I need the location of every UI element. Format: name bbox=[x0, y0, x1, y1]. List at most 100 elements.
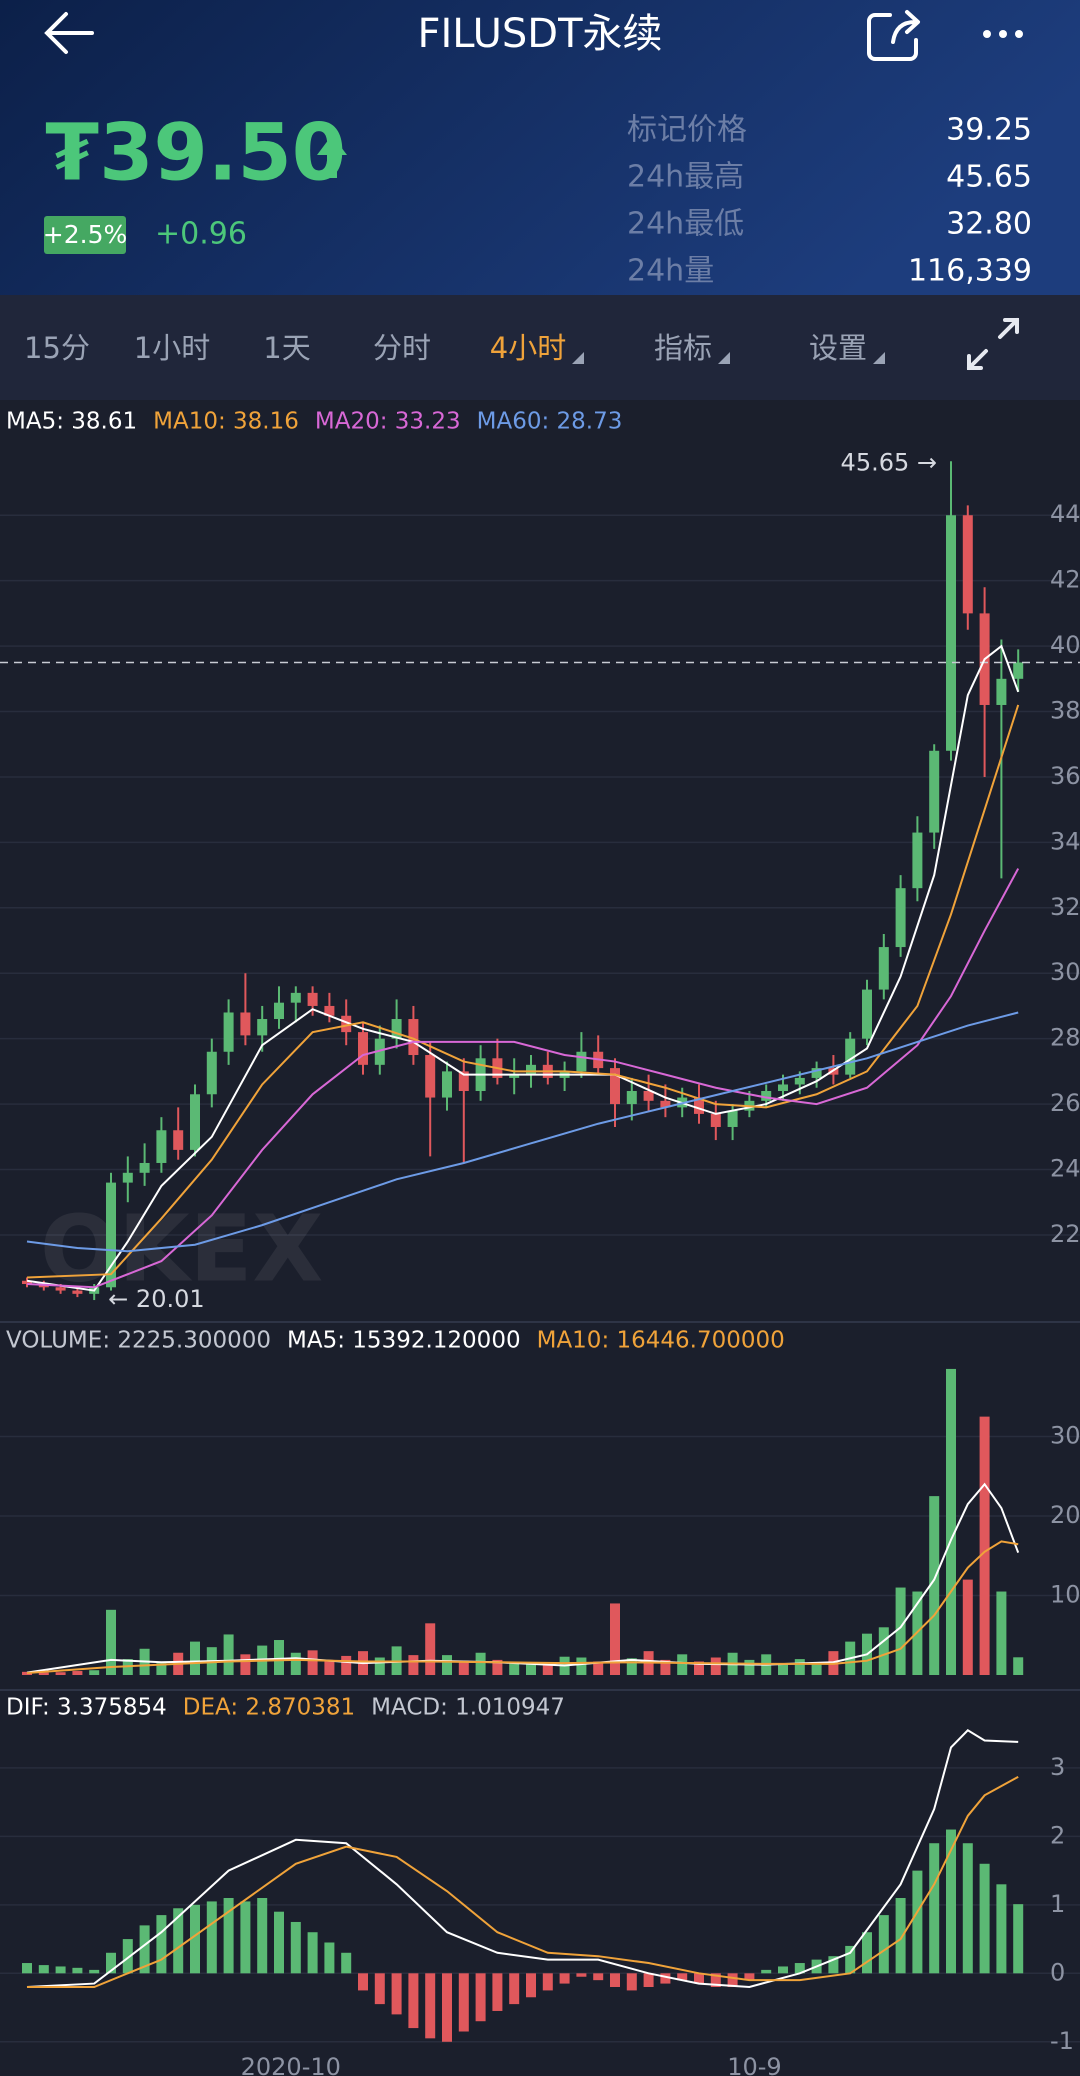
ma-line bbox=[26, 1540, 1019, 1675]
volume-bar bbox=[38, 1672, 49, 1675]
candle-body bbox=[845, 1038, 856, 1075]
macd-bar bbox=[979, 1863, 990, 1974]
macd-bar bbox=[912, 1870, 923, 1974]
candle-body bbox=[139, 1162, 150, 1173]
y-tick-label: 1 bbox=[1050, 1890, 1065, 1918]
legend-entry: MA5: 38.61 bbox=[6, 409, 137, 435]
ma-line bbox=[26, 644, 1020, 1292]
volume-bar bbox=[895, 1587, 906, 1675]
stat-label: 标记价格 bbox=[627, 113, 747, 148]
tab[interactable]: 1天 bbox=[263, 331, 310, 365]
x-tick-label: 10-9 bbox=[727, 2053, 781, 2076]
candle-body bbox=[526, 1064, 536, 1075]
candle-body bbox=[778, 1084, 788, 1092]
macd-bar bbox=[862, 1932, 872, 1974]
tab[interactable]: 指标 bbox=[654, 331, 712, 365]
volume-bar bbox=[710, 1657, 721, 1675]
macd-bar bbox=[643, 1973, 654, 1987]
fullscreen-button[interactable] bbox=[967, 318, 1019, 370]
back-button[interactable] bbox=[44, 12, 94, 54]
volume-bar bbox=[677, 1654, 688, 1675]
y-tick-label: 44 bbox=[1050, 500, 1080, 528]
macd-bar bbox=[761, 1969, 772, 1974]
ma-line bbox=[26, 1729, 1019, 1989]
change-badge bbox=[44, 216, 126, 254]
candle-body bbox=[962, 515, 973, 614]
legend-entry: DIF: 3.375854 bbox=[6, 1695, 167, 1721]
candle-body bbox=[794, 1077, 805, 1085]
tab[interactable]: 15分 bbox=[24, 331, 90, 365]
candle-body bbox=[324, 1005, 335, 1016]
macd-bar bbox=[845, 1945, 856, 1974]
legend-entry: VOLUME: 2225.300000 bbox=[6, 1328, 271, 1354]
macd-bar bbox=[1013, 1904, 1024, 1974]
macd-bar bbox=[475, 1973, 486, 2022]
candle-body bbox=[895, 888, 906, 948]
macd-bar bbox=[442, 1973, 452, 2042]
volume-bar bbox=[274, 1640, 284, 1675]
volume-bar bbox=[190, 1641, 200, 1675]
volume-bar bbox=[156, 1663, 167, 1675]
macd-bar bbox=[660, 1973, 671, 1984]
stat-label: 24h最低 bbox=[627, 207, 744, 242]
volume-bar bbox=[374, 1657, 385, 1675]
macd-bar bbox=[576, 1973, 587, 1977]
macd-bar bbox=[559, 1973, 570, 1984]
macd-bar bbox=[274, 1911, 284, 1974]
legend-entry: MA5: 15392.120000 bbox=[287, 1328, 521, 1354]
legend-entry: MA10: 38.16 bbox=[153, 409, 299, 435]
y-tick-label: 0 bbox=[1050, 1958, 1065, 1986]
volume-bar bbox=[408, 1655, 419, 1675]
macd-bar bbox=[374, 1973, 385, 2005]
macd-bar bbox=[694, 1973, 704, 1984]
share-button[interactable] bbox=[867, 10, 920, 61]
macd-bar bbox=[106, 1952, 116, 1974]
macd-bar bbox=[173, 1908, 184, 1974]
candle-body bbox=[929, 750, 940, 833]
volume-bar bbox=[660, 1659, 671, 1675]
macd-bar bbox=[962, 1843, 973, 1974]
volume-bar bbox=[290, 1652, 301, 1675]
ma-line bbox=[26, 1011, 1019, 1253]
y-tick-label: 24 bbox=[1050, 1155, 1080, 1183]
volume-bar bbox=[240, 1654, 251, 1675]
tab[interactable]: 1小时 bbox=[134, 331, 210, 365]
tab[interactable]: 4小时 bbox=[490, 331, 566, 365]
volume-bar bbox=[324, 1659, 335, 1675]
candle-body bbox=[240, 1012, 251, 1036]
candle-body bbox=[274, 1002, 284, 1020]
candle-body bbox=[341, 1015, 352, 1033]
macd-bar bbox=[72, 1967, 83, 1974]
y-tick-label: 22 bbox=[1050, 1220, 1080, 1248]
more-button[interactable] bbox=[983, 30, 1023, 38]
tab[interactable]: 分时 bbox=[373, 331, 431, 365]
candle-body bbox=[1013, 662, 1024, 679]
candle-body bbox=[710, 1113, 721, 1127]
ma-line bbox=[26, 868, 1020, 1289]
macd-bar bbox=[156, 1915, 167, 1974]
macd-bar bbox=[727, 1973, 738, 1987]
tab[interactable]: 设置 bbox=[809, 331, 867, 365]
candle-body bbox=[190, 1094, 200, 1150]
stat-label: 24h最高 bbox=[627, 160, 744, 195]
y-tick-label: 28 bbox=[1050, 1024, 1080, 1052]
y-tick-label: 32 bbox=[1050, 893, 1080, 921]
annotation: 45.65 → bbox=[841, 448, 937, 476]
volume-bar bbox=[946, 1368, 956, 1675]
change-percent: +2.5% bbox=[43, 220, 127, 249]
up-arrow bbox=[317, 135, 347, 178]
volume-bar bbox=[223, 1634, 234, 1675]
macd-bar bbox=[391, 1973, 402, 2015]
candle-body bbox=[509, 1074, 520, 1078]
y-tick-label: 34 bbox=[1050, 827, 1080, 855]
macd-bar bbox=[223, 1898, 234, 1974]
volume-bar bbox=[72, 1671, 83, 1675]
stat-label: 24h量 bbox=[627, 254, 714, 289]
candle-body bbox=[761, 1091, 772, 1101]
macd-bar bbox=[710, 1973, 721, 1987]
volume-bar bbox=[425, 1623, 436, 1675]
macd-bar bbox=[341, 1952, 352, 1974]
candle-body bbox=[626, 1091, 637, 1105]
macd-bar bbox=[307, 1932, 318, 1974]
